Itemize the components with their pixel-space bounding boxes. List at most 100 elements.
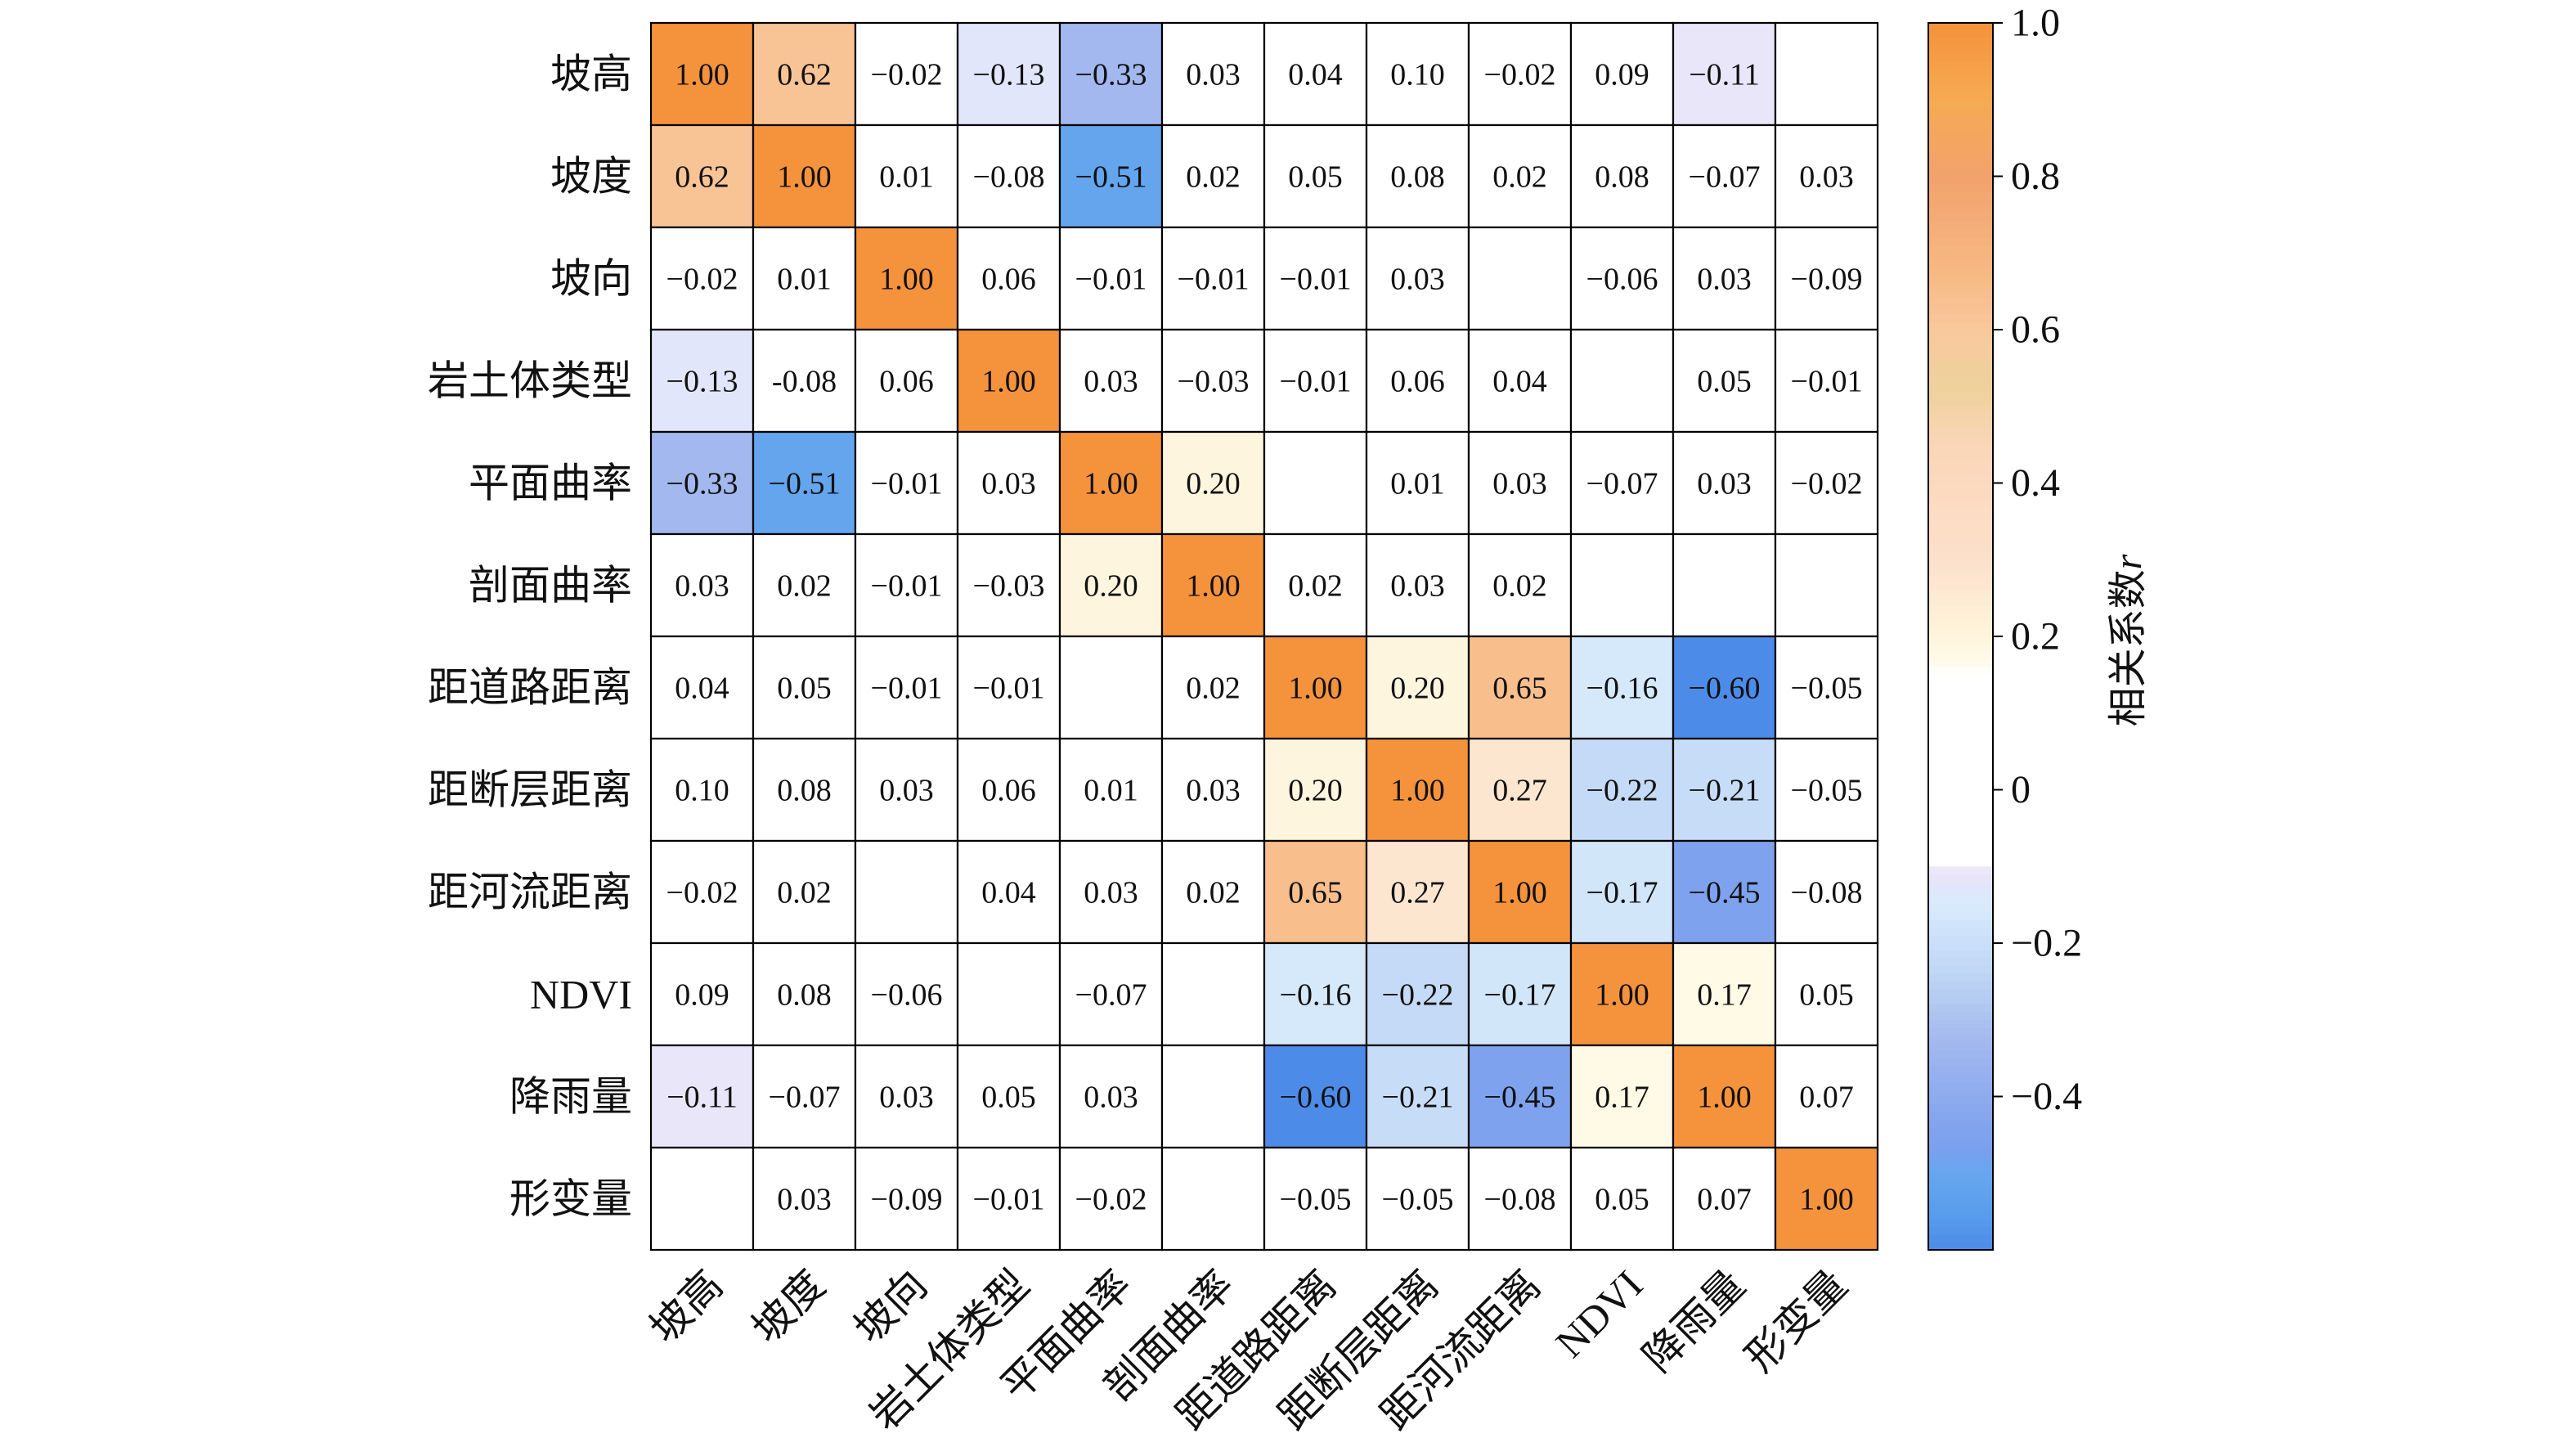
colorbar-segment (1928, 605, 1993, 614)
cell-value-label: −0.01 (871, 467, 943, 501)
colorbar-segment (1928, 621, 1993, 630)
cell-value-label: 0.27 (1390, 876, 1445, 910)
cell-value-label: 0.06 (1390, 365, 1445, 399)
heatmap-grid: 1.00 0.62 −0.02 −0.13 −0.33 0.03 0.04 0.10 −0.02… (649, 21, 1879, 1252)
heatmap-cell (854, 737, 959, 843)
colorbar-segment (1928, 828, 1993, 837)
colorbar-segment (1928, 919, 1993, 928)
colorbar-segment (1928, 1226, 1993, 1235)
colorbar-segment (1928, 1219, 1993, 1228)
cell-value-label: 0.20 (1186, 467, 1241, 501)
cell-value-label: −0.02 (1791, 467, 1863, 501)
colorbar-tick-label: 0.2 (2011, 615, 2060, 658)
heatmap-cell (1160, 328, 1266, 434)
colorbar-segment (1928, 260, 1993, 269)
cell-value-label: 0.62 (675, 160, 729, 195)
cell-value-label: −0.03 (1178, 365, 1250, 399)
cell-value-label: 0.06 (879, 365, 934, 399)
colorbar-segment (1928, 1142, 1993, 1151)
cell-value-label: −0.45 (1689, 876, 1761, 910)
colorbar-segment (1928, 551, 1993, 560)
cell-value-label: −0.17 (1586, 876, 1658, 910)
heatmap-cell (1569, 533, 1675, 638)
colorbar-segment (1928, 353, 1993, 362)
colorbar-segment (1928, 735, 1993, 744)
cell-value-label: 0.06 (981, 263, 1036, 297)
colorbar-segment (1928, 1127, 1993, 1136)
cell-value-label: 0.03 (1390, 263, 1445, 297)
heatmap-cell (752, 226, 857, 331)
colorbar-segment (1928, 475, 1993, 484)
colorbar-segment (1928, 421, 1993, 430)
colorbar-segment (1928, 330, 1993, 339)
heatmap-cell (649, 124, 755, 229)
cell-value-label: −0.01 (973, 1183, 1045, 1217)
colorbar-segment (1928, 782, 1993, 791)
colorbar-segment (1928, 115, 1993, 124)
cell-value-label: 0.08 (777, 774, 832, 808)
cell-value-label: 1.00 (777, 160, 832, 195)
cell-value-label: −0.01 (1791, 365, 1863, 399)
colorbar-segment (1928, 905, 1993, 914)
cell-value-label: 0.27 (1492, 774, 1547, 808)
column-label: 坡向 (846, 1261, 936, 1351)
colorbar-segment (1928, 1165, 1993, 1174)
colorbar-segment (1928, 1050, 1993, 1059)
cell-value-label: −0.01 (1178, 263, 1250, 297)
cell-value-label: 1.00 (879, 263, 934, 297)
cell-value-label: 0.05 (777, 672, 832, 706)
colorbar-segment (1928, 1189, 1993, 1198)
cell-value-label: 0.20 (1084, 569, 1138, 604)
cell-value-label: −0.16 (1586, 672, 1658, 706)
cell-value-label: −0.21 (1689, 774, 1761, 808)
heatmap-cell (1774, 21, 1879, 127)
colorbar-segment (1928, 506, 1993, 515)
colorbar-segment (1928, 130, 1993, 139)
colorbar-segment (1928, 889, 1993, 898)
colorbar-segment (1928, 30, 1993, 39)
heatmap-cell (854, 839, 959, 945)
heatmap-cell (1160, 737, 1266, 843)
colorbar-tick-label: −0.2 (2011, 922, 2082, 965)
colorbar-segment (1928, 490, 1993, 499)
cell-value-label: −0.33 (1075, 58, 1147, 92)
colorbar-segment (1928, 314, 1993, 323)
colorbar-tick-label: 0.4 (2011, 461, 2060, 505)
colorbar-segment (1928, 659, 1993, 668)
colorbar-segment (1928, 299, 1993, 308)
cell-value-label: −0.03 (973, 569, 1045, 604)
heatmap-cell (1058, 635, 1164, 740)
heatmap-cell (1263, 124, 1368, 229)
colorbar-segment (1928, 160, 1993, 169)
row-label: 剖面曲率 (469, 563, 632, 609)
colorbar-segment (1928, 1196, 1993, 1205)
heatmap-cell (1365, 124, 1470, 229)
colorbar-segment (1928, 797, 1993, 806)
heatmap-cell (649, 1146, 755, 1252)
cell-value-label: 0.03 (1084, 1081, 1138, 1115)
colorbar-segment (1928, 1035, 1993, 1044)
colorbar-segment (1928, 598, 1993, 607)
heatmap-cell (1160, 430, 1266, 536)
colorbar-segment (1928, 360, 1993, 369)
colorbar-segment (1928, 774, 1993, 783)
heatmap-cell (956, 430, 1061, 536)
colorbar-segment (1928, 483, 1993, 492)
heatmap-cell (1160, 124, 1266, 229)
colorbar-segment (1928, 674, 1993, 683)
colorbar-segment (1928, 559, 1993, 568)
colorbar-segment (1928, 230, 1993, 239)
cell-value-label: −0.45 (1484, 1081, 1556, 1115)
cell-value-label: −0.07 (769, 1081, 841, 1115)
heatmap-cell (854, 635, 959, 740)
heatmap-cell (1365, 941, 1470, 1047)
cell-value-label: −0.17 (1484, 978, 1556, 1013)
cell-value-label: −0.51 (1075, 160, 1147, 195)
colorbar-segment (1928, 721, 1993, 730)
colorbar-segment (1928, 575, 1993, 584)
row-label: 坡向 (550, 256, 632, 302)
heatmap-cell (1672, 430, 1777, 536)
cell-value-label: −0.02 (1075, 1183, 1147, 1217)
colorbar-segment (1928, 705, 1993, 714)
